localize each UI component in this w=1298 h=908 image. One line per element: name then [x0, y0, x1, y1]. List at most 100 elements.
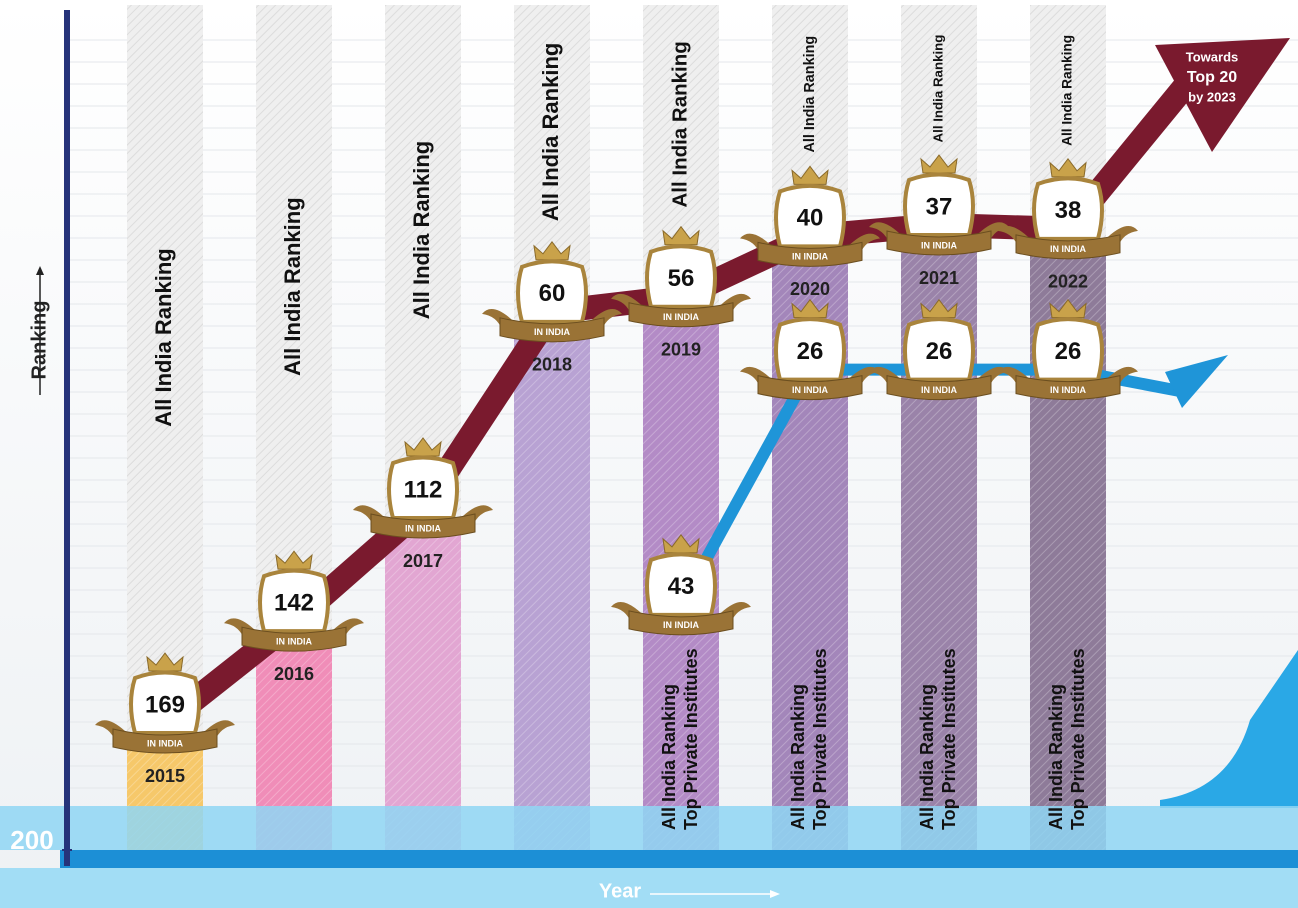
badge-shield — [645, 552, 717, 617]
badge-value: 169 — [145, 691, 185, 718]
badge-label: IN INDIA — [1050, 385, 1087, 395]
badge-label: IN INDIA — [921, 385, 958, 395]
x-tick-label: 2022 — [1048, 272, 1088, 292]
badge-label: IN INDIA — [1050, 244, 1087, 254]
x-tick-label: 2021 — [919, 268, 959, 288]
column-label: All India Ranking — [931, 35, 946, 143]
badge-shield — [1032, 317, 1104, 382]
private-label: Top Private Institutes — [939, 648, 959, 830]
badge: 38 IN INDIA — [998, 157, 1138, 260]
badge-crown — [791, 298, 829, 319]
column-label: All India Ranking — [668, 41, 691, 207]
bar-hatch — [514, 321, 590, 850]
badge-label: IN INDIA — [921, 240, 958, 250]
badge-shield — [903, 172, 975, 238]
decoration-wave — [1160, 650, 1298, 808]
column-label: All India Ranking — [538, 43, 563, 221]
badge-value: 26 — [797, 338, 824, 365]
badge-shield — [903, 317, 975, 382]
badge: 112 IN INDIA — [353, 437, 493, 539]
badge-crown — [920, 154, 958, 174]
badge-label: IN INDIA — [792, 385, 829, 395]
badge-shield — [516, 259, 588, 324]
badge-crown — [920, 298, 958, 319]
badge: 56 IN INDIA — [611, 225, 751, 328]
column-label: All India Ranking — [409, 141, 434, 319]
badge-value: 56 — [668, 265, 695, 292]
badge: 43 IN INDIA — [611, 533, 751, 636]
badge-shield — [774, 317, 846, 382]
trend-arrowhead — [1165, 355, 1228, 408]
column-label: All India Ranking — [280, 197, 305, 375]
badge-ribbon — [886, 230, 992, 256]
baseline-bar — [60, 850, 1298, 868]
badge-value: 37 — [926, 193, 953, 220]
x-tick-label: 2020 — [790, 279, 830, 299]
column-label: All India Ranking — [802, 36, 818, 153]
annotation: Towards — [1186, 49, 1239, 64]
badge-label: IN INDIA — [792, 252, 829, 262]
badge: 26 IN INDIA — [869, 298, 1009, 401]
badge-label: IN INDIA — [405, 523, 442, 533]
badge-ribbon — [886, 375, 992, 401]
x-tick-label: 2015 — [145, 766, 185, 786]
x-tick-label: 2019 — [661, 339, 701, 359]
badge-crown — [662, 225, 700, 246]
badge-ribbon — [757, 241, 863, 267]
private-label: Top Private Institutes — [810, 648, 830, 830]
badge-ribbon — [241, 626, 347, 652]
badge-ribbon — [1015, 234, 1121, 260]
private-label: All India Ranking — [788, 684, 808, 830]
badge-label: IN INDIA — [534, 327, 571, 337]
bottom-band — [0, 806, 1298, 850]
badge: 60 IN INDIA — [482, 240, 622, 343]
badge: 142 IN INDIA — [224, 550, 364, 652]
badge-value: 26 — [926, 338, 953, 365]
badge-value: 26 — [1055, 338, 1082, 365]
badge-shield — [387, 455, 459, 520]
badge: 37 IN INDIA — [869, 154, 1009, 256]
badge-value: 38 — [1055, 197, 1082, 224]
badge-value: 43 — [668, 573, 695, 600]
badge-shield — [258, 568, 330, 634]
y-tick-label: 200 — [10, 825, 53, 855]
badge-ribbon — [112, 728, 218, 754]
badge-value: 142 — [274, 590, 314, 617]
badge: 40 IN INDIA — [740, 165, 880, 267]
x-axis-arrowhead — [770, 890, 780, 898]
badge-shield — [1032, 176, 1104, 241]
y-axis-arrowhead — [36, 266, 44, 275]
private-label: All India Ranking — [917, 684, 937, 830]
badge-crown — [146, 652, 184, 672]
badge-shield — [645, 244, 717, 309]
column-label: All India Ranking — [1060, 35, 1075, 146]
badge-label: IN INDIA — [276, 637, 313, 647]
badge-crown — [662, 533, 700, 554]
x-axis-label: Year — [599, 880, 641, 902]
private-label: Top Private Institutes — [681, 648, 701, 830]
badge-crown — [533, 240, 571, 261]
badge-crown — [1049, 298, 1087, 319]
private-label: All India Ranking — [659, 684, 679, 830]
annotation: by 2023 — [1188, 89, 1236, 104]
badge-crown — [1049, 157, 1087, 178]
annotation: Top 20 — [1187, 69, 1237, 86]
badge-label: IN INDIA — [663, 312, 700, 322]
bar-hatch — [385, 518, 461, 850]
trend-arrowhead — [1155, 38, 1290, 152]
badge-crown — [791, 165, 829, 185]
private-label: All India Ranking — [1046, 684, 1066, 830]
badge-label: IN INDIA — [147, 738, 184, 748]
badge-ribbon — [1015, 375, 1121, 401]
badge-shield — [774, 183, 846, 249]
badge-crown — [404, 437, 442, 457]
badge-ribbon — [628, 610, 734, 636]
badge-label: IN INDIA — [663, 620, 700, 630]
badge-ribbon — [757, 375, 863, 401]
badge-shield — [129, 670, 201, 736]
badge-ribbon — [499, 317, 605, 343]
badge-value: 60 — [539, 280, 566, 307]
badge-crown — [275, 550, 313, 570]
